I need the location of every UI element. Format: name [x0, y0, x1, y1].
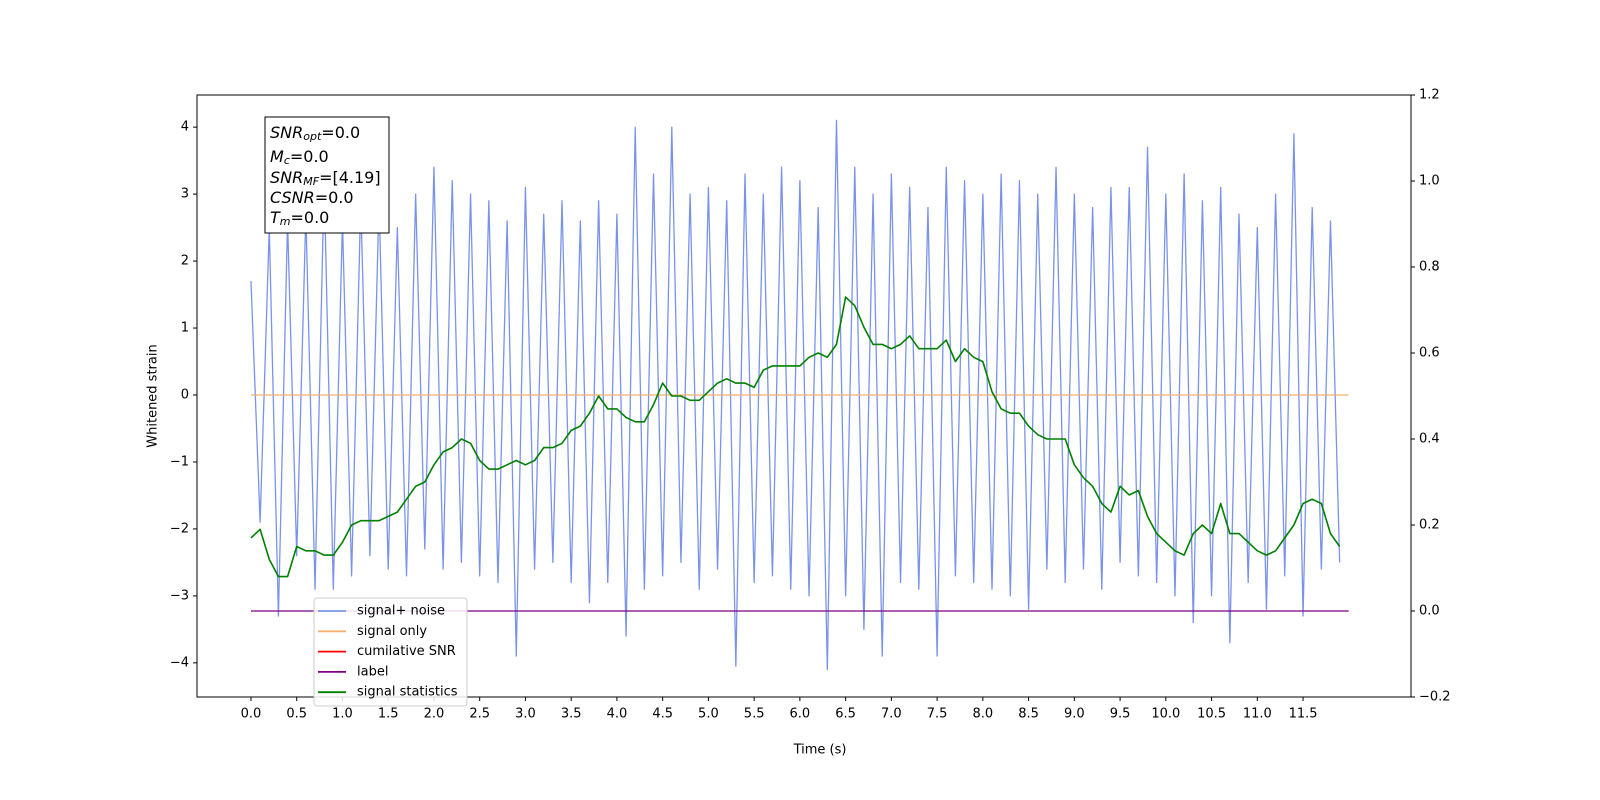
annotation-text: =[4.19]	[319, 168, 381, 187]
x-tick-label: 4.5	[652, 707, 673, 722]
x-tick-label: 11.5	[1289, 707, 1318, 722]
annotation-text: =0.0	[315, 188, 354, 207]
x-tick-label: 1.5	[378, 707, 399, 722]
annotation-text: =0.0	[321, 123, 360, 142]
annotation-text: =0.0	[290, 147, 329, 166]
x-tick-label: 9.5	[1110, 707, 1131, 722]
annotation-text: =0.0	[291, 208, 330, 227]
x-tick-label: 0.5	[286, 707, 307, 722]
y-tick-label: 2	[181, 254, 189, 269]
y2-tick-label: 0.6	[1419, 346, 1440, 361]
y-tick-label: 0	[181, 387, 189, 402]
x-axis-label: Time (s)	[793, 743, 847, 758]
annotation: SNRopt=0.0	[270, 123, 360, 144]
x-tick-label: 3.0	[515, 707, 536, 722]
annotation-subscript: MF	[303, 175, 319, 188]
y-tick-label: 3	[181, 187, 189, 202]
x-tick-label: 8.5	[1018, 707, 1039, 722]
x-tick-label: 5.5	[744, 707, 765, 722]
legend-label: signal only	[357, 624, 427, 639]
y-tick-label: −2	[170, 521, 189, 536]
x-tick-label: 10.5	[1197, 707, 1226, 722]
annotation-symbol: SNR	[270, 168, 303, 187]
x-tick-label: 11.0	[1243, 707, 1272, 722]
y2-tick-label: 0.2	[1419, 518, 1440, 533]
x-tick-label: 7.5	[927, 707, 948, 722]
legend-label: signal statistics	[357, 685, 458, 700]
y2-tick-label: 1.2	[1419, 88, 1440, 103]
x-tick-label: 3.5	[561, 707, 582, 722]
series-line	[250, 296, 1341, 578]
annotation-subscript: opt	[303, 130, 322, 143]
annotation-symbol: T	[270, 208, 281, 227]
annotation-symbol: SNR	[270, 123, 303, 142]
x-tick-label: 9.0	[1064, 707, 1085, 722]
y2-tick-label: 0.8	[1419, 260, 1440, 275]
annotation: Tm=0.0	[270, 208, 329, 229]
y-tick-label: 4	[181, 120, 189, 135]
annotation: CSNR=0.0	[270, 188, 354, 207]
annotation-subscript: c	[284, 154, 290, 167]
y-tick-label: 1	[181, 321, 189, 336]
x-tick-label: 5.0	[698, 707, 719, 722]
y2-tick-label: 0.4	[1419, 432, 1440, 447]
x-tick-label: 6.0	[790, 707, 811, 722]
x-tick-label: 8.0	[973, 707, 994, 722]
x-tick-label: 1.0	[332, 707, 353, 722]
annotation: Mc=0.0	[270, 147, 329, 168]
y2-tick-label: −0.2	[1419, 690, 1451, 705]
legend-label: cumilative SNR	[357, 644, 456, 659]
x-tick-label: 2.0	[424, 707, 445, 722]
legend-label: signal+ noise	[357, 604, 445, 619]
y-tick-label: −4	[170, 655, 189, 670]
annotation-box	[264, 116, 390, 234]
x-tick-label: 4.0	[607, 707, 628, 722]
annotation-symbol: CSNR	[270, 188, 315, 207]
x-tick-label: 6.5	[835, 707, 856, 722]
y2-tick-label: 0.0	[1419, 604, 1440, 619]
annotation-subscript: m	[280, 215, 291, 228]
plot-frame	[196, 94, 1412, 698]
legend-label: label	[357, 664, 388, 679]
y-tick-label: −1	[170, 454, 189, 469]
y-tick-label: −3	[170, 588, 189, 603]
x-tick-label: 10.0	[1151, 707, 1180, 722]
x-tick-label: 2.5	[469, 707, 490, 722]
legend-box	[313, 597, 468, 707]
x-tick-label: 7.0	[881, 707, 902, 722]
y2-tick-label: 1.0	[1419, 174, 1440, 189]
x-tick-label: 0.0	[241, 707, 262, 722]
y-axis-label: Whitened strain	[146, 344, 161, 447]
annotation: SNRMF=[4.19]	[270, 168, 381, 189]
series-line	[250, 119, 1341, 671]
annotation-symbol: M	[270, 147, 284, 166]
